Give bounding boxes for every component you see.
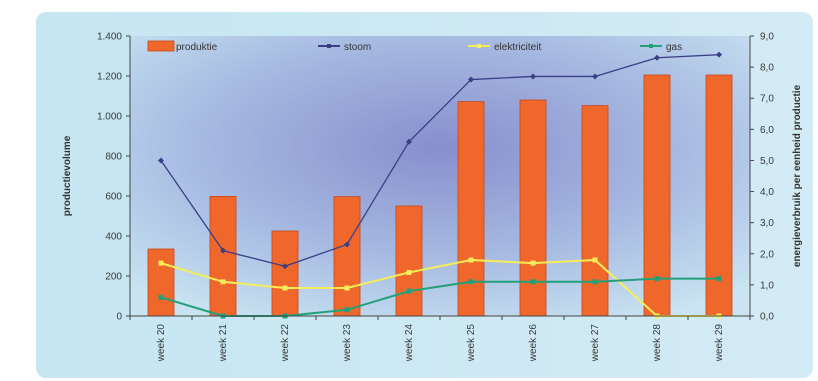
y-right-tick-label: 5,0	[760, 156, 774, 167]
x-tick-label: week 27	[590, 324, 601, 363]
y-right-tick-label: 8,0	[760, 63, 774, 74]
y-left-tick-label: 400	[105, 232, 122, 243]
point-stoom-week-21	[220, 247, 226, 254]
legend-marker-elektriciteit	[477, 44, 481, 48]
y-left-tick-label: 200	[105, 272, 122, 283]
point-gas-week-26	[530, 279, 536, 285]
y-right-tick-label: 1,0	[760, 280, 774, 291]
y-right-tick-label: 4,0	[760, 187, 774, 198]
bar-week-22	[271, 230, 299, 317]
y-axis-right-title: energieverbruik per eenheid productie	[792, 84, 803, 267]
y-left-tick-label: 0	[116, 312, 122, 323]
point-gas-week-20	[158, 294, 164, 300]
y-left-tick-label: 1.400	[97, 32, 122, 43]
line-stoom	[160, 54, 720, 267]
bar-week-27	[581, 105, 609, 317]
legend-label-elektriciteit: elektriciteit	[494, 42, 541, 53]
point-elektriciteit-week-24	[406, 269, 412, 275]
x-tick-label: week 22	[280, 324, 291, 363]
y-left-tick-label: 800	[105, 152, 122, 163]
point-stoom-week-28	[654, 54, 660, 61]
legend-label-gas: gas	[666, 42, 682, 53]
x-tick-label: week 20	[156, 324, 167, 363]
x-tick-label: week 29	[714, 324, 725, 363]
point-stoom-week-20	[158, 157, 164, 164]
y-right-tick-label: 0,0	[760, 312, 774, 323]
point-stoom-week-24	[406, 138, 412, 145]
y-right-tick-label: 9,0	[760, 32, 774, 43]
legend-label-stoom: stoom	[344, 42, 371, 53]
line-elektriciteit	[160, 259, 719, 317]
bar-week-24	[395, 205, 423, 317]
x-tick-label: week 24	[404, 324, 415, 363]
y-left-tick-label: 1.200	[97, 72, 122, 83]
y-right-tick-label: 3,0	[760, 218, 774, 229]
point-stoom-week-22	[282, 263, 288, 270]
bar-week-20	[147, 248, 175, 317]
point-stoom-week-29	[716, 51, 722, 58]
point-gas-week-27	[592, 279, 598, 285]
x-tick-label: week 28	[652, 324, 663, 363]
point-gas-week-24	[406, 288, 412, 294]
point-gas-week-28	[654, 276, 660, 282]
point-gas-week-25	[468, 279, 474, 285]
point-stoom-week-23	[344, 241, 350, 248]
bar-week-21	[209, 195, 237, 317]
bar-week-23	[333, 196, 361, 317]
x-tick-label: week 23	[342, 324, 353, 363]
point-stoom-week-25	[468, 76, 474, 83]
legend-swatch-produktie	[147, 40, 175, 52]
point-elektriciteit-week-26	[530, 260, 536, 266]
point-stoom-week-26	[530, 73, 536, 80]
legend-marker-gas	[649, 44, 653, 48]
y-axis-left-title: productievolume	[62, 135, 73, 216]
point-stoom-week-27	[592, 73, 598, 80]
point-elektriciteit-week-21	[220, 279, 226, 285]
y-right-tick-label: 6,0	[760, 125, 774, 136]
x-tick-label: week 25	[466, 324, 477, 363]
x-tick-label: week 21	[218, 324, 229, 363]
x-tick-label: week 26	[528, 324, 539, 363]
point-gas-week-29	[716, 276, 722, 282]
y-right-tick-label: 2,0	[760, 249, 774, 260]
legend-label-produktie: produktie	[176, 42, 218, 53]
point-gas-week-23	[344, 307, 350, 313]
y-left-tick-label: 1.000	[97, 112, 122, 123]
point-elektriciteit-week-25	[468, 257, 474, 263]
point-elektriciteit-week-23	[344, 285, 350, 291]
y-left-tick-label: 600	[105, 192, 122, 203]
y-right-tick-label: 7,0	[760, 94, 774, 105]
legend-marker-stoom	[327, 44, 331, 48]
point-elektriciteit-week-27	[592, 257, 598, 263]
point-elektriciteit-week-20	[158, 260, 164, 266]
point-elektriciteit-week-22	[282, 285, 288, 291]
